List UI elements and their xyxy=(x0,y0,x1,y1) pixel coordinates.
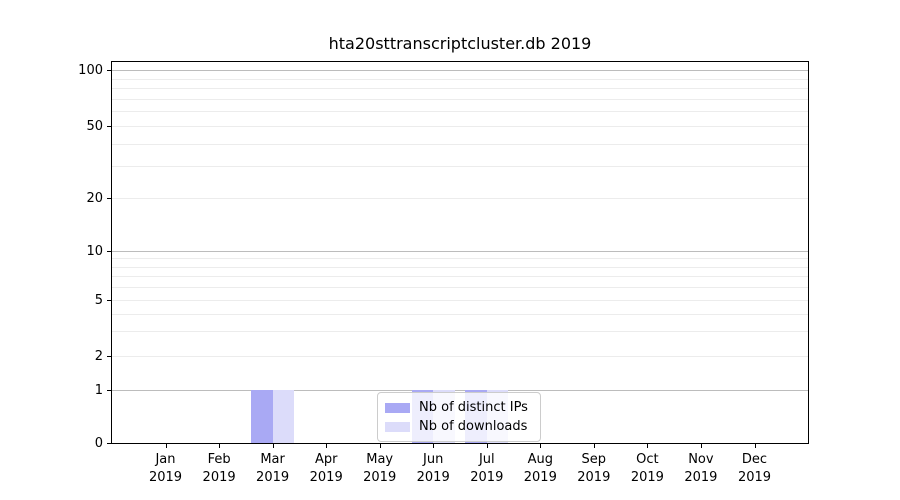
gridline-y-70 xyxy=(112,98,808,100)
x-tick-may xyxy=(379,444,381,448)
x-tick-label-aug: Aug 2019 xyxy=(523,452,557,485)
y-tick-label-50: 50 xyxy=(86,118,103,134)
gridline-y-50 xyxy=(112,126,808,127)
x-tick-nov xyxy=(700,444,702,448)
gridline-y-100 xyxy=(112,70,808,71)
x-tick-dec xyxy=(754,444,756,448)
y-tick-label-1: 1 xyxy=(94,382,103,398)
gridline-y-10 xyxy=(112,251,808,252)
gridline-y-6 xyxy=(112,287,808,289)
x-tick-label-jul: Jul 2019 xyxy=(470,452,504,485)
distinct-ips-swatch-icon xyxy=(385,402,410,413)
y-tick-label-10: 10 xyxy=(86,243,103,259)
x-tick-label-jan: Jan 2019 xyxy=(148,452,183,485)
gridline-y-4 xyxy=(112,313,808,315)
x-tick-label-oct: Oct 2019 xyxy=(630,452,664,485)
x-tick-feb xyxy=(219,444,221,448)
gridline-y-20 xyxy=(112,198,808,199)
legend-label: Nb of distinct IPs xyxy=(419,400,528,415)
plot-area: Nb of distinct IPs Nb of downloads xyxy=(111,61,809,444)
x-tick-jul xyxy=(486,444,488,448)
gridline-y-9 xyxy=(112,258,808,260)
y-tick-0 xyxy=(107,443,111,444)
x-tick-label-apr: Apr 2019 xyxy=(309,452,343,485)
x-tick-label-may: May 2019 xyxy=(363,452,397,485)
downloads-swatch-icon xyxy=(385,421,410,432)
gridline-y-7 xyxy=(112,276,808,278)
y-tick-2 xyxy=(107,356,111,357)
x-tick-sep xyxy=(593,444,595,448)
legend: Nb of distinct IPs Nb of downloads xyxy=(377,392,541,442)
legend-label: Nb of downloads xyxy=(419,419,528,434)
x-tick-oct xyxy=(647,444,649,448)
gridline-y-8 xyxy=(112,266,808,268)
chart-title: hta20sttranscriptcluster.db 2019 xyxy=(328,34,592,53)
y-tick-100 xyxy=(107,70,111,71)
y-tick-1 xyxy=(107,390,111,391)
y-tick-5 xyxy=(107,300,111,301)
gridline-y-30 xyxy=(112,166,808,168)
y-tick-50 xyxy=(107,126,111,127)
x-tick-jun xyxy=(433,444,435,448)
gridline-y-60 xyxy=(112,111,808,113)
gridline-y-3 xyxy=(112,331,808,333)
y-tick-label-0: 0 xyxy=(94,435,103,451)
y-tick-20 xyxy=(107,198,111,199)
bar-nb-of-distinct-ips-mar xyxy=(251,390,273,443)
legend-item-downloads: Nb of downloads xyxy=(385,417,533,436)
x-tick-apr xyxy=(326,444,328,448)
legend-item-distinct-ips: Nb of distinct IPs xyxy=(385,398,533,417)
x-tick-jan xyxy=(165,444,167,448)
x-tick-label-mar: Mar 2019 xyxy=(256,452,290,485)
y-tick-10 xyxy=(107,251,111,252)
x-tick-label-dec: Dec 2019 xyxy=(737,452,772,485)
x-tick-label-jun: Jun 2019 xyxy=(416,452,450,485)
x-tick-mar xyxy=(272,444,274,448)
bar-nb-of-downloads-mar xyxy=(272,390,295,443)
gridline-y-2 xyxy=(112,356,808,357)
x-tick-label-feb: Feb 2019 xyxy=(202,452,236,485)
x-tick-label-nov: Nov 2019 xyxy=(684,452,718,485)
gridline-y-40 xyxy=(112,143,808,145)
gridline-y-1 xyxy=(112,390,808,391)
x-tick-aug xyxy=(540,444,542,448)
y-tick-label-5: 5 xyxy=(94,292,103,308)
gridline-y-5 xyxy=(112,300,808,301)
y-tick-label-20: 20 xyxy=(86,190,103,206)
gridline-y-80 xyxy=(112,88,808,89)
gridline-y-90 xyxy=(112,78,808,80)
y-tick-label-2: 2 xyxy=(94,348,103,364)
y-tick-label-100: 100 xyxy=(78,62,103,78)
x-tick-label-sep: Sep 2019 xyxy=(577,452,611,485)
